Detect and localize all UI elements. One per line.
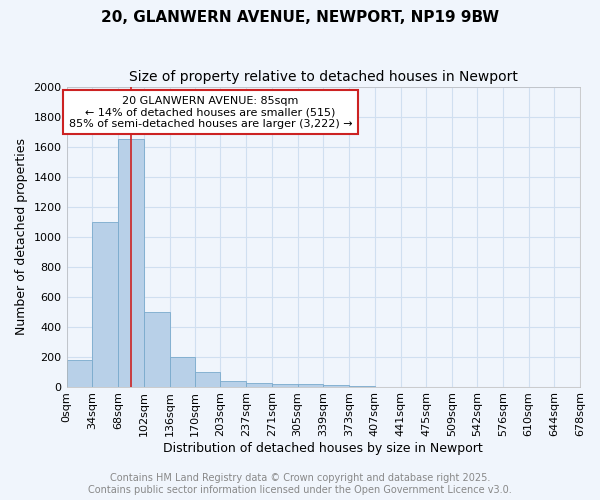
Bar: [144, 312, 170, 386]
Bar: [118, 139, 144, 386]
Bar: [246, 383, 272, 386]
Bar: [323, 385, 349, 386]
X-axis label: Distribution of detached houses by size in Newport: Distribution of detached houses by size …: [163, 442, 483, 455]
Title: Size of property relative to detached houses in Newport: Size of property relative to detached ho…: [129, 70, 518, 84]
Bar: [92, 222, 118, 386]
Bar: [272, 384, 298, 386]
Y-axis label: Number of detached properties: Number of detached properties: [15, 138, 28, 335]
Bar: [220, 382, 246, 386]
Text: 20 GLANWERN AVENUE: 85sqm
← 14% of detached houses are smaller (515)
85% of semi: 20 GLANWERN AVENUE: 85sqm ← 14% of detac…: [68, 96, 352, 129]
Text: Contains HM Land Registry data © Crown copyright and database right 2025.
Contai: Contains HM Land Registry data © Crown c…: [88, 474, 512, 495]
Bar: [298, 384, 323, 386]
Text: 20, GLANWERN AVENUE, NEWPORT, NP19 9BW: 20, GLANWERN AVENUE, NEWPORT, NP19 9BW: [101, 10, 499, 25]
Bar: [67, 360, 92, 386]
Bar: [195, 372, 220, 386]
Bar: [170, 356, 195, 386]
